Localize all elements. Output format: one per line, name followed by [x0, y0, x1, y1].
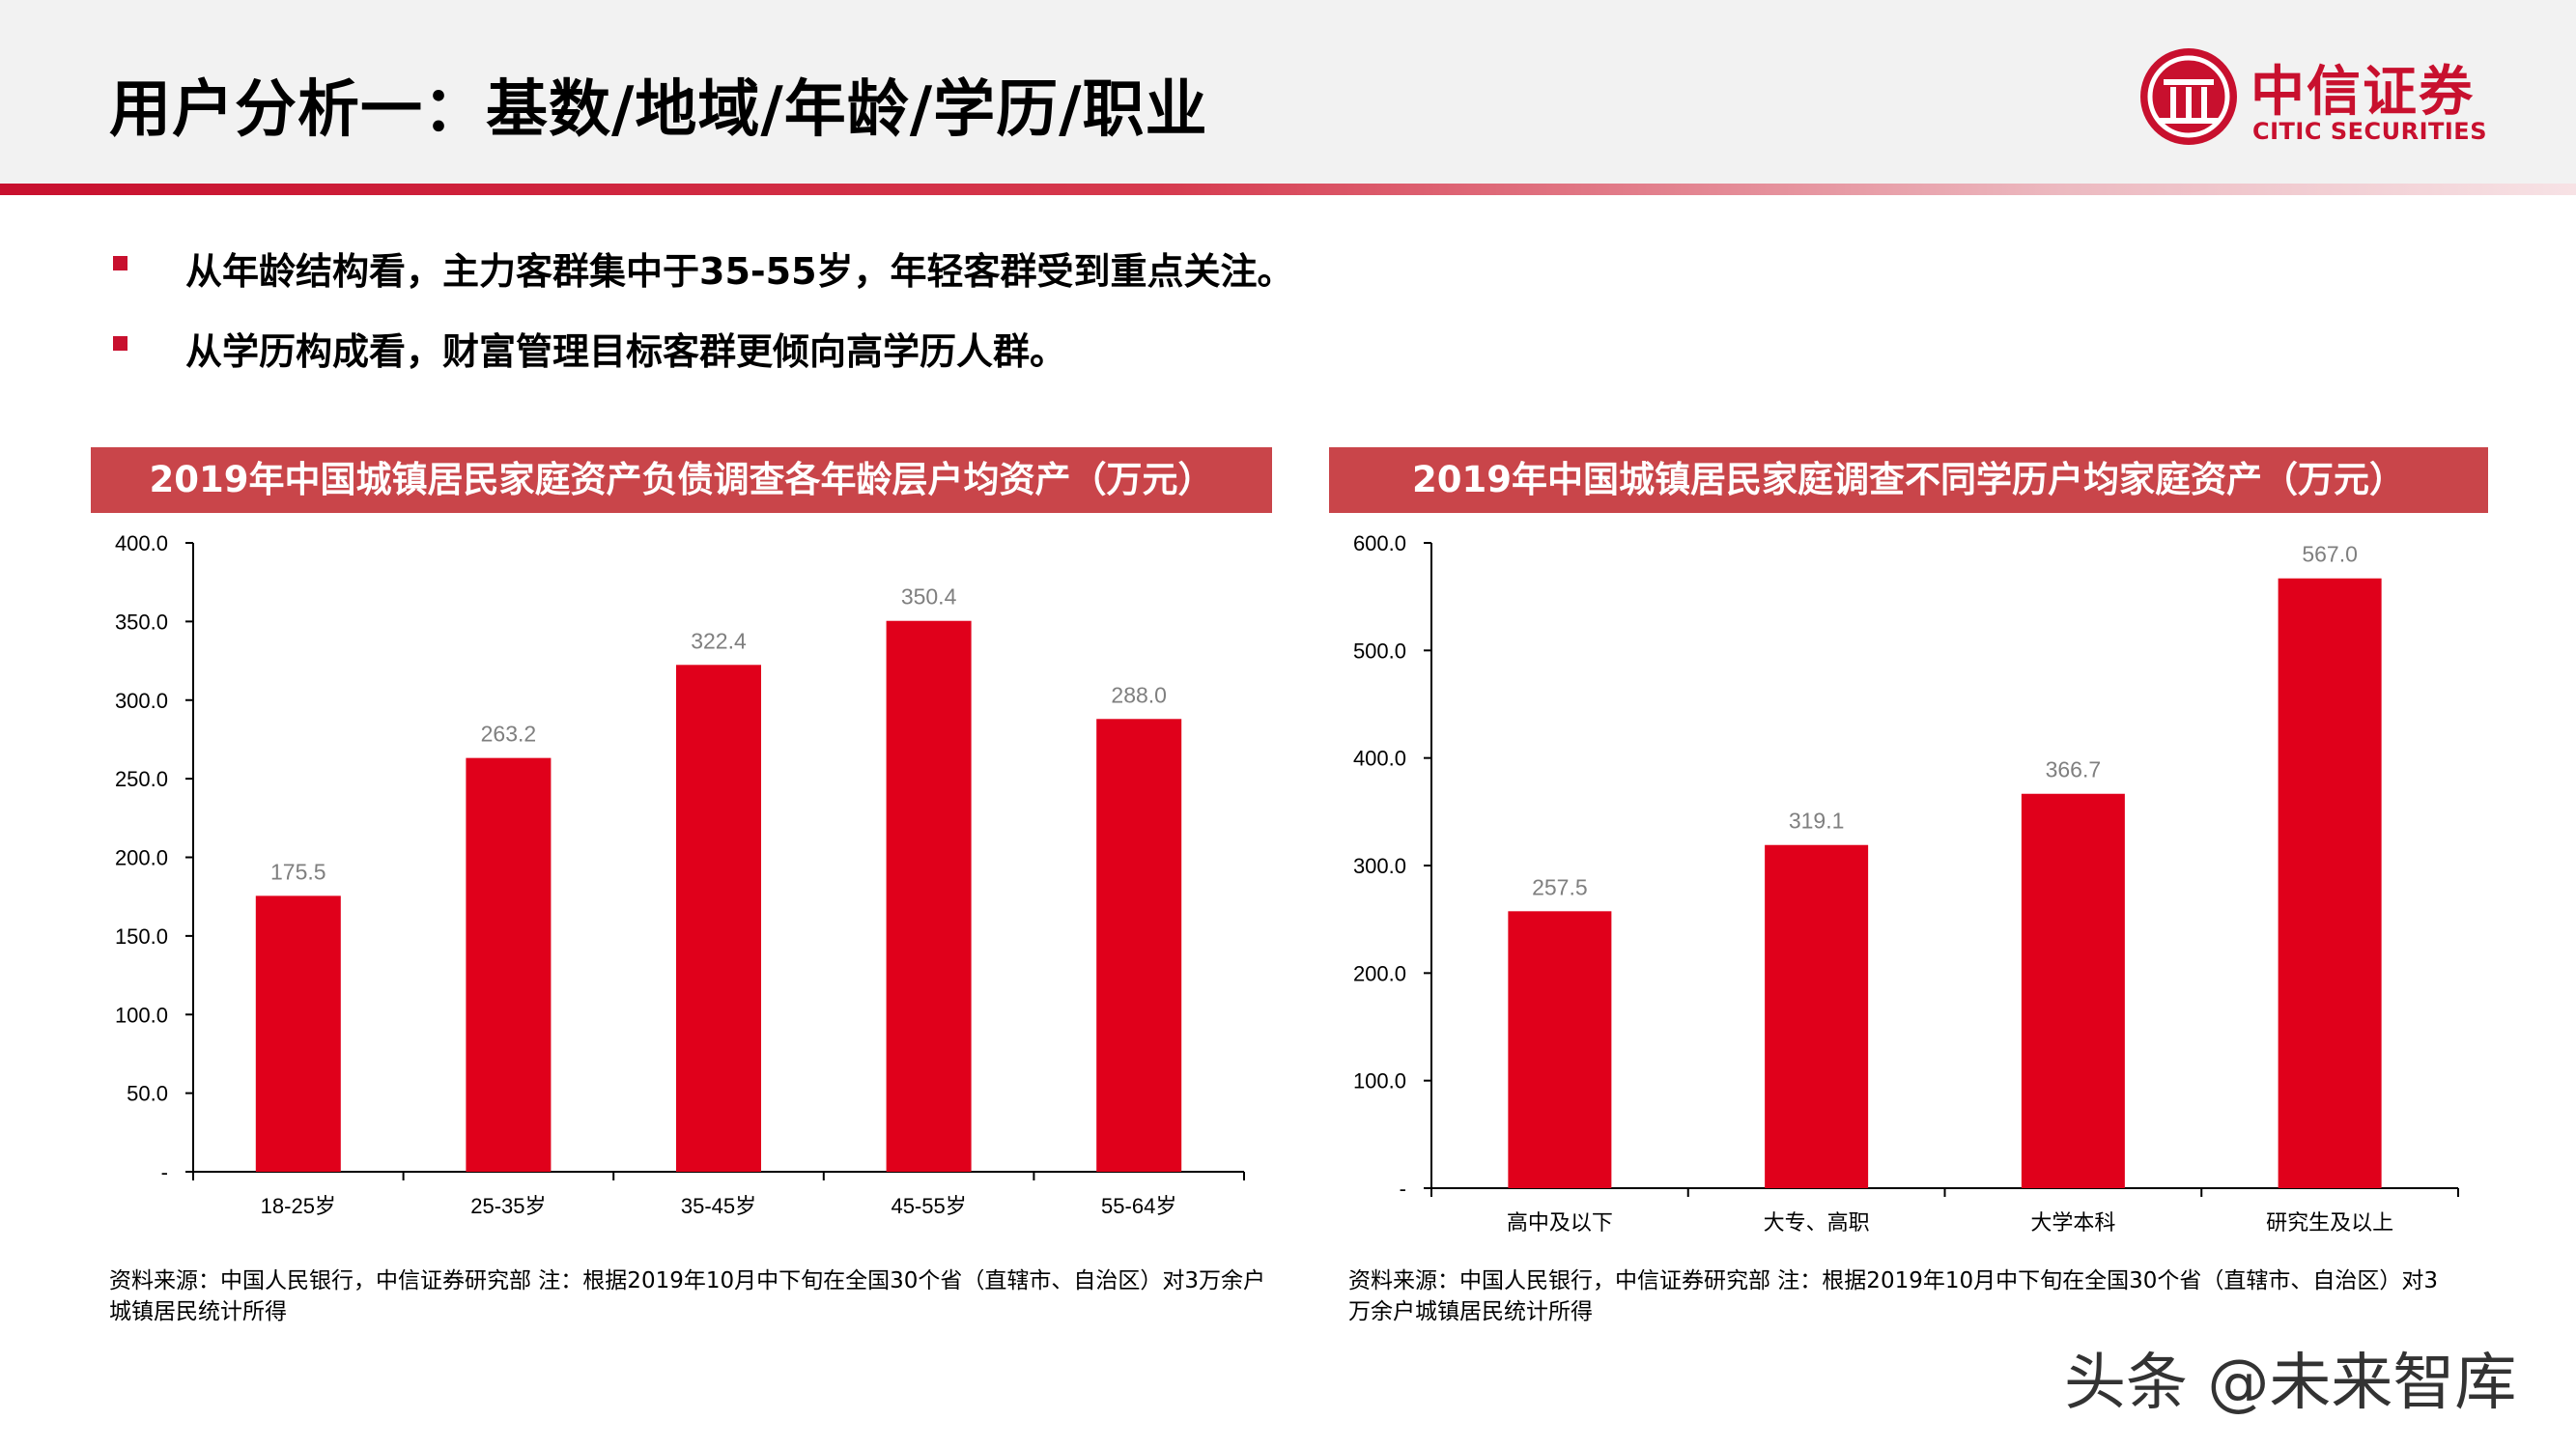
bullet-square-icon [113, 336, 127, 351]
bar [886, 620, 972, 1172]
bar [2278, 578, 2382, 1188]
logo-chinese-name: 中信证券 [2250, 61, 2475, 124]
bar [676, 665, 761, 1172]
y-tick-label: - [1400, 1177, 1406, 1201]
bar [1096, 719, 1182, 1172]
x-tick-label: 高中及以下 [1507, 1210, 1613, 1235]
bar [1765, 844, 1869, 1188]
y-tick-label: 150.0 [115, 924, 168, 949]
y-tick-label: - [161, 1160, 168, 1184]
x-tick-label: 18-25岁 [261, 1194, 336, 1218]
x-tick-label: 25-35岁 [470, 1194, 546, 1218]
x-tick-label: 35-45岁 [681, 1194, 756, 1218]
right-chart-source: 资料来源：中国人民银行，中信证券研究部 注：根据2019年10月中下旬在全国30… [1348, 1268, 2439, 1324]
y-tick-label: 250.0 [115, 767, 168, 791]
y-tick-label: 200.0 [115, 846, 168, 870]
x-tick-label: 研究生及以上 [2266, 1210, 2393, 1235]
y-tick-label: 200.0 [1353, 961, 1406, 985]
bar [466, 757, 552, 1172]
logo-english-name: CITIC SECURITIES [2252, 118, 2487, 145]
y-tick-label: 400.0 [115, 531, 168, 555]
y-tick-label: 50.0 [127, 1082, 168, 1106]
data-label: 288.0 [1111, 682, 1167, 707]
data-label: 319.1 [1789, 809, 1845, 834]
y-tick-label: 600.0 [1353, 531, 1406, 555]
data-label: 567.0 [2302, 542, 2358, 567]
x-tick-label: 55-64岁 [1101, 1194, 1176, 1218]
citic-logo: 中信证券 CITIC SECURITIES [2138, 46, 2525, 153]
y-tick-label: 400.0 [1353, 747, 1406, 771]
left-chart-source: 资料来源：中国人民银行，中信证券研究部 注：根据2019年10月中下旬在全国30… [109, 1268, 1266, 1324]
bullet-text: 从年龄结构看，主力客群集中于35-55岁，年轻客群受到重点关注。 [185, 250, 1294, 293]
header-divider [0, 184, 2576, 195]
data-label: 366.7 [2046, 757, 2102, 782]
x-tick-label: 45-55岁 [891, 1194, 966, 1218]
y-tick-label: 300.0 [1353, 854, 1406, 878]
x-tick-label: 大专、高职 [1764, 1210, 1870, 1235]
data-label: 350.4 [901, 584, 957, 610]
data-label: 175.5 [270, 859, 326, 884]
left-chart-title: 2019年中国城镇居民家庭资产负债调查各年龄层户均资产（万元） [91, 447, 1272, 513]
bullet-square-icon [113, 256, 127, 270]
bar [1508, 911, 1612, 1188]
citic-logo-icon [2140, 48, 2237, 145]
bar [2021, 793, 2125, 1188]
bar [255, 895, 341, 1172]
y-tick-label: 500.0 [1353, 639, 1406, 663]
right-chart-title: 2019年中国城镇居民家庭调查不同学历户均家庭资产（万元） [1329, 447, 2488, 513]
page-title: 用户分析一：基数/地域/年龄/学历/职业 [109, 74, 1208, 146]
x-tick-label: 大学本科 [2030, 1210, 2115, 1235]
y-tick-label: 100.0 [115, 1003, 168, 1027]
y-tick-label: 100.0 [1353, 1069, 1406, 1094]
y-tick-label: 300.0 [115, 689, 168, 713]
data-label: 263.2 [481, 722, 537, 747]
data-label: 257.5 [1532, 874, 1588, 899]
bullet-text: 从学历构成看，财富管理目标客群更倾向高学历人群。 [185, 330, 1067, 373]
watermark: 头条 @未来智库 [2064, 1348, 2517, 1419]
data-label: 322.4 [691, 628, 747, 653]
y-tick-label: 350.0 [115, 610, 168, 634]
